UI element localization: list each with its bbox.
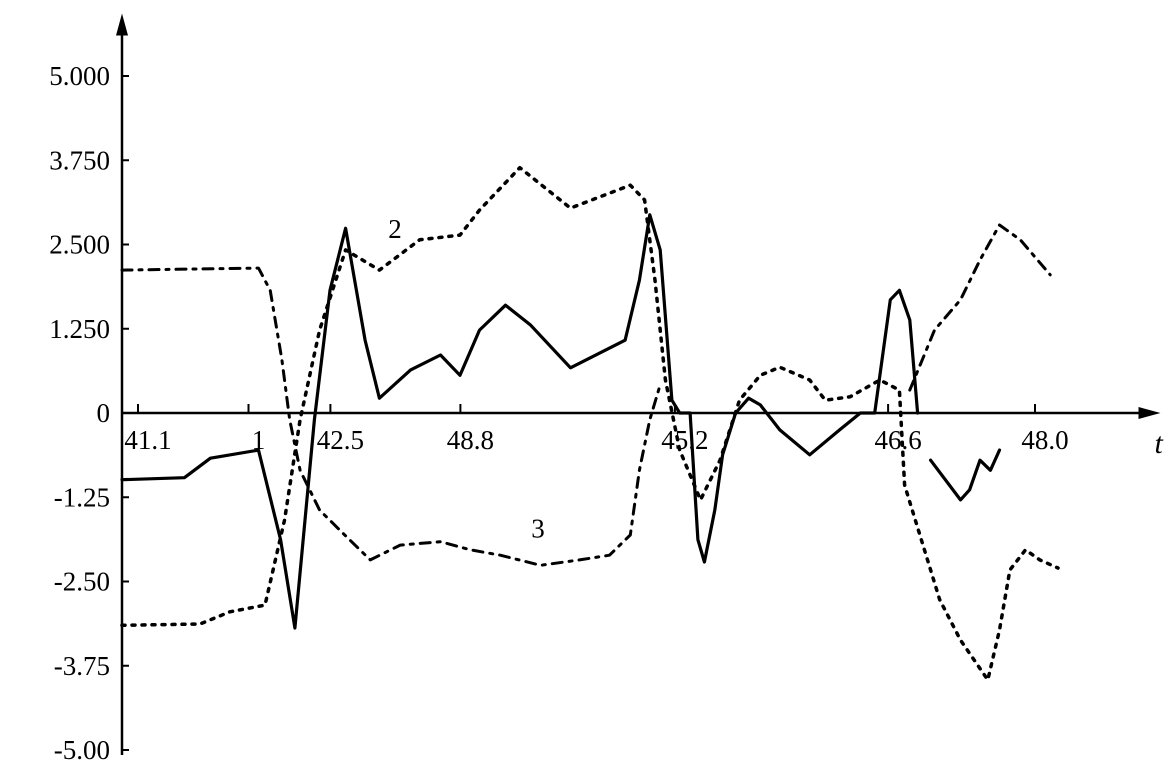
series-2-line: [120, 165, 1060, 682]
x-tick-label: 46.6: [874, 425, 921, 455]
axes: 5.000 3.750 2.500 1.250 0 -1.25 -2.50 -3.75 -5.0…: [49, 13, 1164, 765]
x-tick-label: 1: [252, 425, 266, 455]
y-tick-label: -3.75: [54, 651, 110, 681]
curve-label: 3: [531, 514, 545, 544]
series-3-line: [908, 223, 1052, 392]
series-3-line: [120, 266, 662, 567]
series-group: [120, 165, 1060, 682]
curve-label: 2: [388, 214, 402, 244]
y-axis-arrow: [116, 13, 128, 36]
y-tick-label: 5.000: [49, 61, 110, 91]
y-tick-label: 3.750: [49, 145, 110, 175]
x-tick-label: 48.8: [447, 425, 494, 455]
y-tick-label: -2.50: [54, 567, 110, 597]
y-tick-label: 0: [97, 398, 111, 428]
y-tick-label: -1.25: [54, 482, 110, 512]
x-tick-label: 42.5: [317, 425, 364, 455]
x-tick-label: 41.1: [124, 425, 171, 455]
series-1-line: [120, 213, 920, 630]
x-tick-label: 48.0: [1021, 425, 1068, 455]
x-axis-label: t: [1155, 427, 1164, 460]
series-1-line: [929, 448, 1002, 502]
labels-group: 23: [388, 214, 545, 544]
x-tick-label: 45.2: [661, 425, 708, 455]
x-axis-arrow: [1138, 407, 1161, 419]
y-tick-label: 1.250: [49, 314, 110, 344]
y-tick-label: -5.00: [54, 735, 110, 765]
y-tick-label: 2.500: [49, 230, 110, 260]
